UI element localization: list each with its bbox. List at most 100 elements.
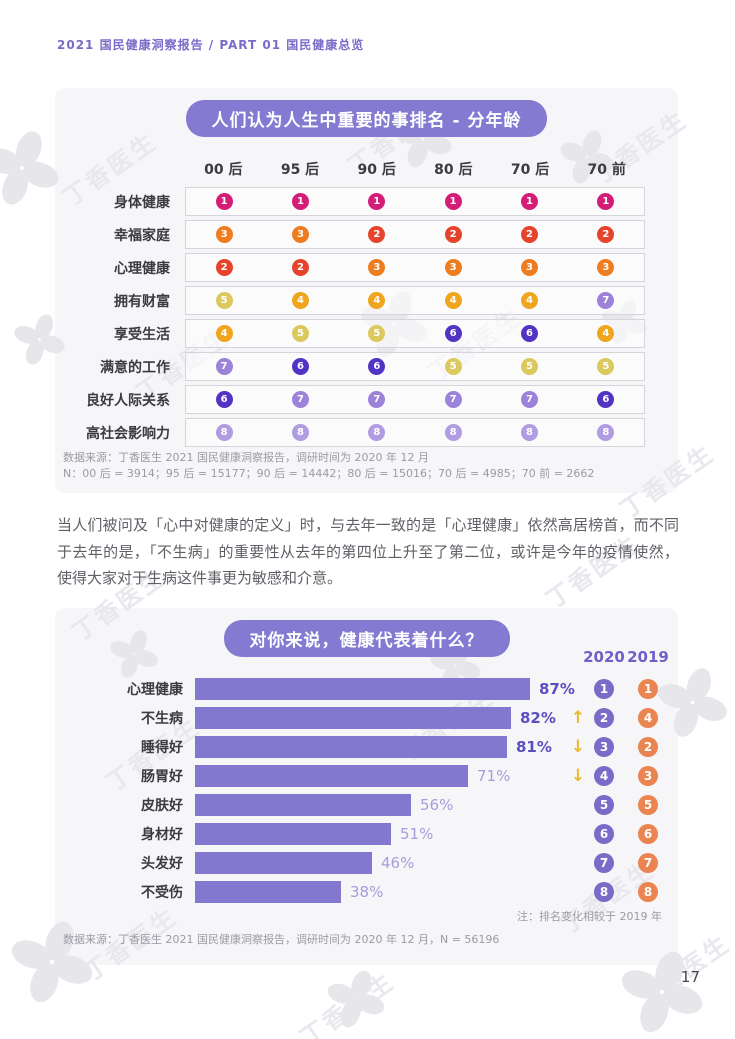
trend-down-icon: ↓ [570,765,586,786]
ranking-cell: 8 [568,424,644,441]
ranking-row-box: 6 7 7 7 7 6 [185,385,645,414]
rank-badge: 7 [368,391,386,408]
flower-icon [325,968,387,1030]
bar [195,880,341,903]
bar-row: 不生病 82% ↑ 2 4 [55,703,678,732]
ranking-cell: 3 [415,259,491,276]
rank-badge: 3 [215,226,233,243]
ranking-cell: 3 [568,259,644,276]
rank-badge: 7 [215,358,233,375]
source-line-1: 数据来源：丁香医生 2021 国民健康洞察报告，调研时间为 2020 年 12 … [63,451,429,464]
bar-value-label: 82% [520,708,556,727]
ranking-chart-source: 数据来源：丁香医生 2021 国民健康洞察报告，调研时间为 2020 年 12 … [63,450,594,482]
rank-2019-badge: 8 [638,881,658,902]
bar-row: 头发好 46% 7 7 [55,848,678,877]
ranking-cell: 3 [339,259,415,276]
ranking-row-box: 8 8 8 8 8 8 [185,418,645,447]
ranking-row-box: 3 3 2 2 2 2 [185,220,645,249]
bar-chart-source: 数据来源：丁香医生 2021 国民健康洞察报告，调研时间为 2020 年 12 … [63,933,500,946]
ranking-row-label: 享受生活 [114,326,170,343]
ranking-table-row: 心理健康 2 2 3 3 3 3 [65,253,645,282]
bar-row: 睡得好 81% ↓ 3 2 [55,732,678,761]
rank-2020-badge: 3 [594,736,614,757]
rank-badge: 6 [597,391,615,408]
watermark-text: 丁香医生 [295,967,400,1039]
ranking-cell: 6 [186,391,262,408]
rank-badge: 5 [291,325,309,342]
ranking-column-label: 80 后 [434,162,473,178]
ranking-chart-panel: 人们认为人生中重要的事排名 - 分年龄 00 后 95 后 90 后 80 后 70 后… [55,88,678,493]
rank-badge: 5 [597,358,615,375]
bar-value-label: 38% [350,882,384,901]
ranking-table-row: 享受生活 4 5 5 6 6 4 [65,319,645,348]
bar [195,793,411,816]
bar-value-label: 56% [420,795,454,814]
ranking-cell: 7 [262,391,338,408]
ranking-row-label: 身体健康 [114,194,170,211]
bar-row-label: 不生病 [141,710,183,727]
rank-2019-badge: 1 [638,678,658,699]
bar-row-label: 肠胃好 [141,768,183,785]
rank-badge: 2 [215,259,233,276]
ranking-row-label: 满意的工作 [100,359,170,376]
ranking-column-label: 95 后 [280,162,320,178]
bar-row-label: 不受伤 [141,884,183,901]
ranking-table-row: 满意的工作 7 6 6 5 5 5 [65,352,645,381]
rank-badge: 3 [291,226,309,243]
health-bar-chart-panel: 对你来说，健康代表着什么？ 2020 2019 心理健康 87% 1 1 不生病 82% ↑… [55,608,678,965]
ranking-cell: 8 [415,424,491,441]
ranking-row-label: 幸福家庭 [114,227,170,244]
rank-year-headers: 2020 2019 [55,648,678,668]
rank-badge: 1 [368,193,386,210]
rank-badge: 1 [444,193,462,210]
ranking-cell: 1 [568,193,644,210]
trend-down-icon: ↓ [570,736,586,757]
rank-badge: 8 [520,424,538,441]
ranking-cell: 5 [339,325,415,342]
bar-chart-rows: 心理健康 87% 1 1 不生病 82% ↑ 2 4 睡得好 81% ↓ 3 2 肠胃好 71% ↓ 4 3 皮肤好 5… [55,674,678,906]
rank-2020-badge: 7 [594,852,614,873]
ranking-column-label: 70 后 [510,162,550,178]
ranking-cell: 1 [491,193,567,210]
rank-2020-badge: 4 [594,765,614,786]
year-2019-label: 2019 [627,648,669,666]
bar-row-label: 心理健康 [127,681,183,698]
rank-badge: 8 [215,424,233,441]
bar-row: 皮肤好 56% 5 5 [55,790,678,819]
ranking-table-row: 身体健康 1 1 1 1 1 1 [65,187,645,216]
ranking-cell: 3 [262,226,338,243]
ranking-cell: 1 [262,193,338,210]
ranking-table-row: 拥有财富 5 4 4 4 4 7 [65,286,645,315]
ranking-table-rows: 身体健康 1 1 1 1 1 1 幸福家庭 3 3 2 2 2 2 心理健康 2 2 3 3 3 3 拥有财富 5 4 4 4 4 7… [65,187,645,447]
bar-row: 肠胃好 71% ↓ 4 3 [55,761,678,790]
rank-2019-badge: 4 [638,707,658,728]
rank-badge: 2 [597,226,615,243]
ranking-row-label: 心理健康 [114,260,170,277]
rank-badge: 8 [597,424,615,441]
rank-2020-badge: 1 [594,678,614,699]
ranking-cell: 5 [415,358,491,375]
ranking-cell: 4 [339,292,415,309]
rank-badge: 1 [520,193,538,210]
rank-badge: 7 [597,292,615,309]
year-2020-label: 2020 [583,648,625,666]
ranking-row-label: 高社会影响力 [86,425,170,442]
rank-badge: 4 [520,292,538,309]
ranking-cell: 1 [339,193,415,210]
ranking-cell: 8 [339,424,415,441]
rank-badge: 5 [215,292,233,309]
ranking-cell: 4 [186,325,262,342]
ranking-cell: 7 [415,391,491,408]
rank-badge: 4 [444,292,462,309]
bar-row-label: 睡得好 [141,739,183,756]
body-paragraph: 当人们被问及「心中对健康的定义」时，与去年一致的是「心理健康」依然高居榜首，而不… [57,516,679,588]
bar-row: 心理健康 87% 1 1 [55,674,678,703]
ranking-table-row: 幸福家庭 3 3 2 2 2 2 [65,220,645,249]
rank-badge: 3 [444,259,462,276]
ranking-cell: 5 [568,358,644,375]
bar-value-label: 71% [477,766,511,785]
rank-badge: 5 [520,358,538,375]
ranking-cell: 6 [568,391,644,408]
rank-badge: 4 [368,292,386,309]
